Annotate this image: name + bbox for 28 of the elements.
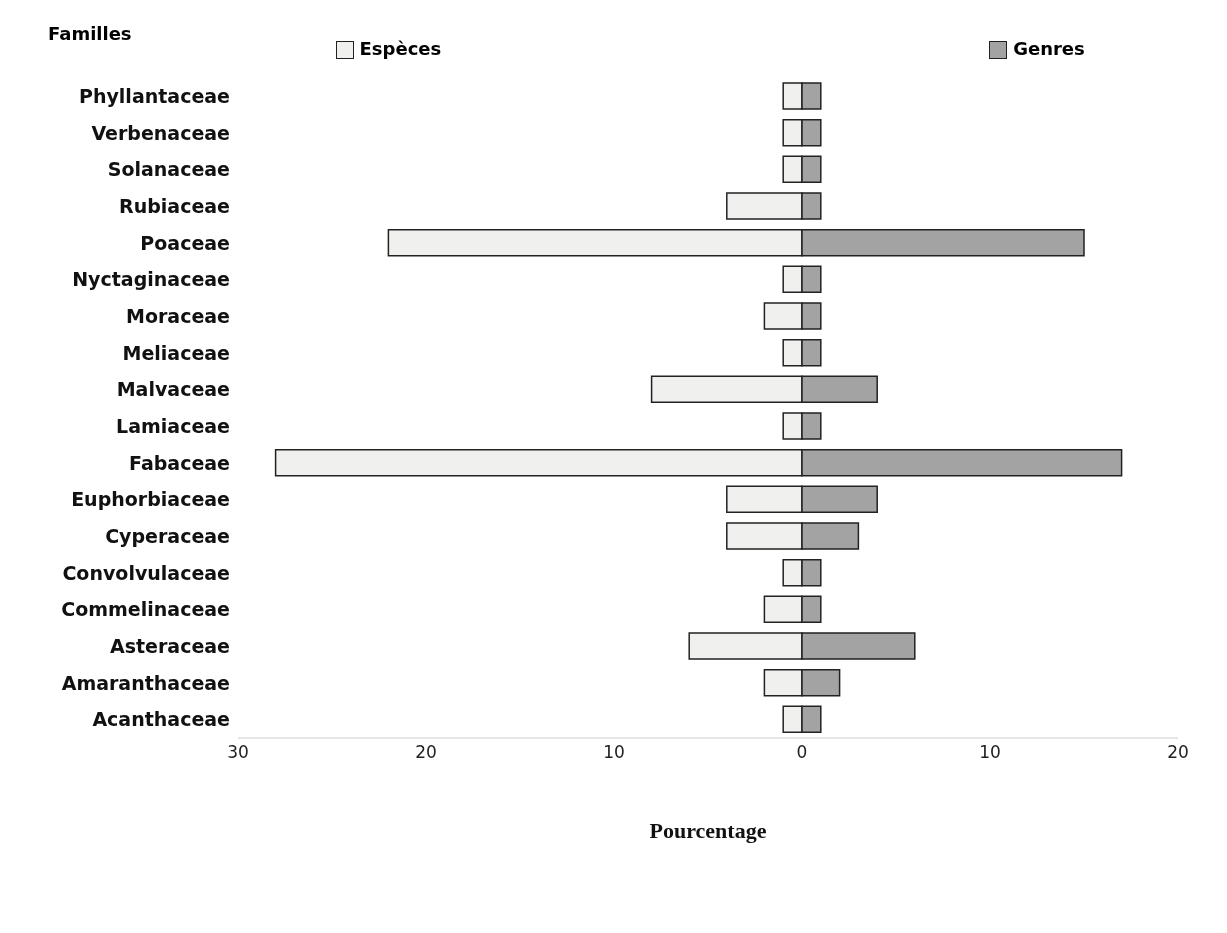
y-tick-label: Euphorbiaceae (71, 488, 230, 511)
y-tick-label: Acanthaceae (92, 708, 230, 731)
y-tick-label: Amaranthaceae (61, 671, 230, 694)
x-tick-label: 0 (796, 742, 808, 763)
y-tick-label: Rubiaceae (119, 195, 230, 218)
y-axis-title: Familles (48, 23, 132, 44)
x-tick-label: 30 (227, 742, 249, 763)
x-tick-label: 10 (603, 742, 625, 763)
y-tick-label: Nyctaginaceae (72, 268, 230, 291)
y-tick-label: Lamiaceae (116, 415, 230, 438)
y-tick-label: Meliaceae (122, 341, 230, 364)
x-axis-title: Pourcentage (649, 818, 767, 843)
y-tick-label: Verbenaceae (91, 121, 230, 144)
y-tick-label: Fabaceae (129, 451, 230, 474)
y-tick-label: Phyllantaceae (79, 85, 230, 108)
x-tick-label: 20 (1167, 742, 1189, 763)
y-tick-label: Cyperaceae (105, 525, 230, 548)
legend-label: Genres (1012, 38, 1086, 59)
y-tick-label: Solanaceae (107, 158, 230, 181)
y-tick-label: Poaceae (140, 231, 230, 254)
x-tick-label: 10 (979, 742, 1001, 763)
y-tick-label: Convolvulaceae (62, 561, 230, 584)
x-tick-label: 20 (415, 742, 437, 763)
y-tick-label: Moraceae (125, 305, 230, 328)
y-tick-label: Asteraceae (109, 635, 230, 658)
legend-label: Espèces (358, 38, 443, 59)
y-tick-label: Commelinaceae (61, 598, 230, 621)
y-tick-label: Malvaceae (116, 378, 230, 401)
